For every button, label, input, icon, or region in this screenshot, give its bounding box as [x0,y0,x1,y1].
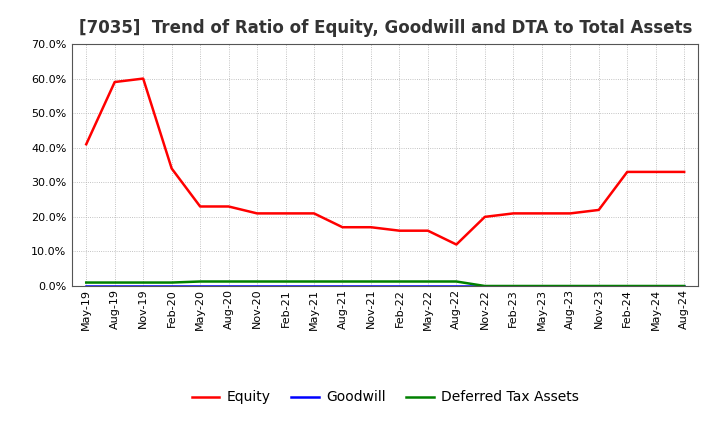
Legend: Equity, Goodwill, Deferred Tax Assets: Equity, Goodwill, Deferred Tax Assets [186,385,585,410]
Deferred Tax Assets [537,283,546,289]
Deferred Tax Assets [652,283,660,289]
Deferred Tax Assets [82,280,91,285]
Deferred Tax Assets [225,279,233,284]
Equity [139,76,148,81]
Goodwill [652,283,660,289]
Equity [423,228,432,233]
Goodwill [167,283,176,289]
Goodwill [310,283,318,289]
Deferred Tax Assets [680,283,688,289]
Goodwill [623,283,631,289]
Equity [366,224,375,230]
Deferred Tax Assets [423,279,432,284]
Goodwill [253,283,261,289]
Goodwill [338,283,347,289]
Equity [509,211,518,216]
Goodwill [282,283,290,289]
Goodwill [110,283,119,289]
Deferred Tax Assets [282,279,290,284]
Equity [253,211,261,216]
Equity [338,224,347,230]
Equity [652,169,660,175]
Goodwill [680,283,688,289]
Equity [167,166,176,171]
Equity [310,211,318,216]
Deferred Tax Assets [452,279,461,284]
Deferred Tax Assets [167,280,176,285]
Goodwill [452,283,461,289]
Deferred Tax Assets [338,279,347,284]
Deferred Tax Assets [395,279,404,284]
Equity [196,204,204,209]
Line: Deferred Tax Assets: Deferred Tax Assets [86,282,684,286]
Goodwill [196,283,204,289]
Equity [395,228,404,233]
Deferred Tax Assets [253,279,261,284]
Equity [566,211,575,216]
Deferred Tax Assets [110,280,119,285]
Deferred Tax Assets [509,283,518,289]
Equity [680,169,688,175]
Goodwill [366,283,375,289]
Goodwill [82,283,91,289]
Equity [110,79,119,84]
Deferred Tax Assets [623,283,631,289]
Equity [225,204,233,209]
Goodwill [480,283,489,289]
Deferred Tax Assets [595,283,603,289]
Goodwill [225,283,233,289]
Deferred Tax Assets [480,283,489,289]
Goodwill [423,283,432,289]
Equity [480,214,489,220]
Equity [82,142,91,147]
Deferred Tax Assets [366,279,375,284]
Goodwill [595,283,603,289]
Line: Equity: Equity [86,79,684,245]
Goodwill [566,283,575,289]
Equity [537,211,546,216]
Deferred Tax Assets [196,279,204,284]
Title: [7035]  Trend of Ratio of Equity, Goodwill and DTA to Total Assets: [7035] Trend of Ratio of Equity, Goodwil… [78,19,692,37]
Equity [623,169,631,175]
Deferred Tax Assets [310,279,318,284]
Goodwill [395,283,404,289]
Deferred Tax Assets [139,280,148,285]
Equity [282,211,290,216]
Equity [595,207,603,213]
Equity [452,242,461,247]
Goodwill [509,283,518,289]
Deferred Tax Assets [566,283,575,289]
Goodwill [139,283,148,289]
Goodwill [537,283,546,289]
